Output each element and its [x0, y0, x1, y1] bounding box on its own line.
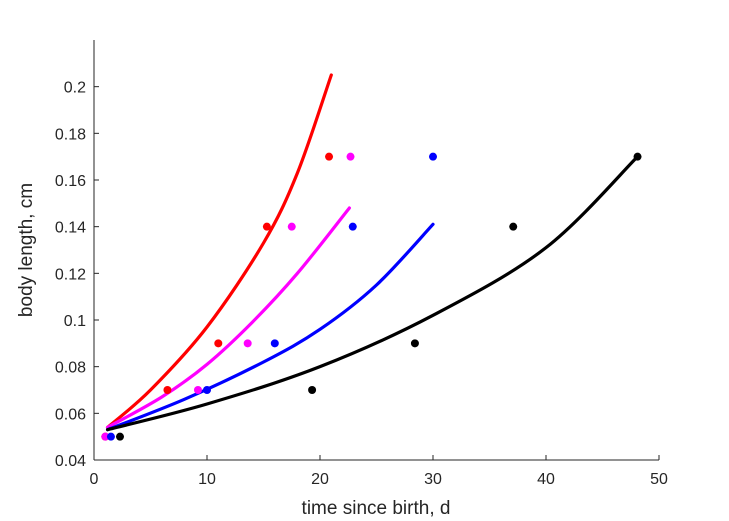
series-0-data-point [262, 222, 271, 231]
curves [105, 73, 640, 432]
series-2-data-point [429, 152, 437, 161]
x-tick-label: 10 [198, 471, 216, 488]
series-1-data-point [101, 432, 110, 441]
series-3-fit-line [105, 155, 640, 432]
series-2-data-point [203, 386, 211, 394]
series-2-data-point [270, 339, 279, 348]
y-axis-label: body length, cm [16, 183, 37, 317]
series-2-data-point [348, 222, 357, 231]
series-2-data-point [106, 432, 115, 441]
y-tick-label: 0.16 [55, 173, 86, 190]
y-tick-label: 0.18 [55, 126, 86, 143]
y-tick-label: 0.04 [55, 453, 86, 470]
x-tick-label: 20 [311, 471, 329, 488]
series-2-fit-line [105, 222, 435, 432]
series-1-data-point [346, 152, 355, 161]
series-1-data-point [193, 386, 202, 394]
series-0-data-point [214, 339, 223, 348]
y-tick-label: 0.2 [64, 80, 86, 97]
x-tick-label: 0 [90, 471, 99, 488]
y-ticks: 0.04 0.06 0.08 0.1 0.12 0.14 0.16 0.18 0.2 [55, 80, 99, 470]
series-3-data-point [509, 222, 518, 231]
series-3-data-point [308, 386, 317, 394]
series-0-fit-line [105, 73, 333, 429]
y-tick-label: 0.08 [55, 360, 86, 377]
x-axis-label: time since birth, d [302, 498, 451, 519]
points [101, 152, 642, 441]
x-tick-label: 50 [650, 471, 668, 488]
series-3-data-point [115, 432, 124, 441]
y-tick-label: 0.12 [55, 266, 86, 283]
axes: 0 10 20 30 40 50 0.040.060.080.10.120.140.160… [55, 40, 668, 488]
x-ticks: 0 10 20 30 40 50 [90, 455, 668, 488]
series-3-data-point [410, 339, 419, 348]
series-1-fit-line [105, 206, 351, 429]
series-0-data-point [325, 152, 334, 161]
y-tick-label: 0.1 [64, 313, 86, 330]
y-tick-label: 0.14 [55, 220, 86, 237]
x-tick-label: 40 [537, 471, 555, 488]
series-0-data-point [163, 386, 172, 394]
series-1-data-point [287, 222, 296, 231]
series-1-data-point [243, 339, 252, 348]
y-tick-label: 0.06 [55, 406, 86, 423]
series-3-data-point [633, 152, 642, 161]
x-tick-label: 30 [424, 471, 442, 488]
